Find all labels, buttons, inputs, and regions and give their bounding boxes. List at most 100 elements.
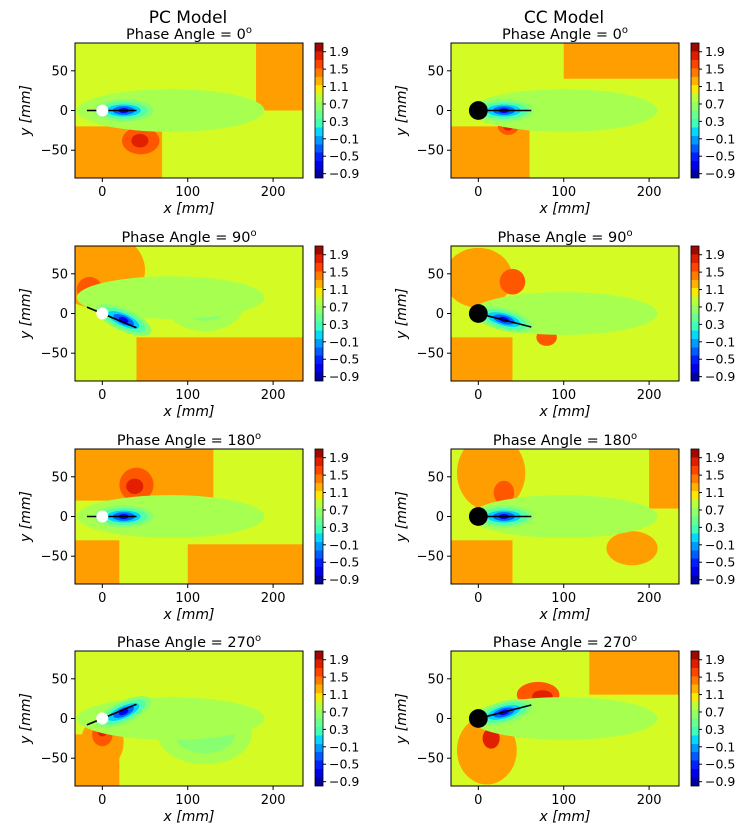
x-tick-label: 200 [637, 185, 662, 200]
y-tick-label: −50 [417, 347, 444, 362]
colorbar-tick-label: −0.9 [329, 369, 359, 384]
panel-title: Phase Angle = 270o [117, 633, 261, 651]
cylinder-marker [468, 304, 488, 323]
column-title-cc: CC Model [524, 8, 604, 28]
colorbar-tick-label: 0.7 [705, 299, 725, 314]
x-tick-label: 200 [637, 793, 662, 808]
x-tick-label: 0 [98, 591, 106, 606]
panel-pc-3: Phase Angle = 270o 0 100 200 50 0 −50 x [mm] y [… [18, 633, 359, 825]
y-tick-label: 0 [60, 307, 68, 322]
y-tick-label: 50 [51, 470, 68, 485]
x-axis-label: x [mm] [163, 607, 215, 623]
degree-mark: o [631, 633, 637, 644]
x-tick-label: 200 [261, 185, 286, 200]
y-axis-label: y [mm] [18, 288, 34, 340]
x-tick-label: 100 [175, 185, 200, 200]
y-tick-label: 0 [60, 104, 68, 119]
contour-blob [482, 728, 500, 749]
colorbar-tick-label: 1.5 [329, 468, 349, 483]
contour-field [451, 246, 679, 381]
colorbar [314, 245, 324, 382]
y-tick-label: −50 [41, 347, 68, 362]
y-tick-label: −50 [41, 550, 68, 565]
colorbar-tick-label: 0.3 [705, 114, 725, 129]
y-tick-label: 0 [60, 712, 68, 727]
colorbar-tick-label: 1.1 [705, 79, 725, 94]
colorbar [690, 650, 700, 787]
x-tick-label: 0 [474, 591, 482, 606]
x-tick-label: 0 [474, 185, 482, 200]
contour-region [451, 540, 513, 584]
panel-cc-3: Phase Angle = 270o 0 100 200 50 0 −50 x [mm] y [… [394, 633, 735, 825]
colorbar-tick-label: 0.7 [705, 704, 725, 719]
cylinder-marker [468, 101, 488, 120]
contour-region [451, 337, 513, 381]
x-tick-label: 100 [175, 793, 200, 808]
contour-region [563, 43, 679, 79]
y-tick-label: 50 [51, 64, 68, 79]
colorbar-tick-label: −0.1 [329, 537, 359, 552]
panel-title: Phase Angle = 180o [493, 431, 637, 449]
x-tick-label: 100 [175, 591, 200, 606]
degree-mark: o [255, 431, 261, 442]
y-tick-label: −50 [41, 752, 68, 767]
colorbar-tick-label: 0.7 [705, 502, 725, 517]
colorbar [314, 42, 324, 179]
y-axis-label: y [mm] [394, 491, 410, 543]
x-tick-label: 200 [637, 388, 662, 403]
colorbar-tick-label: 1.9 [329, 247, 349, 262]
colorbar-tick-label: 1.9 [705, 44, 725, 59]
panel-cc-0: Phase Angle = 0o 0 100 200 50 0 −50 x [mm] y [mm… [394, 25, 735, 217]
x-axis-label: x [mm] [539, 809, 591, 825]
contour-field [75, 43, 303, 178]
x-tick-label: 0 [474, 793, 482, 808]
x-tick-label: 100 [551, 793, 576, 808]
x-tick-label: 200 [261, 388, 286, 403]
y-axis-label: y [mm] [18, 491, 34, 543]
colorbar-tick-label: 1.9 [705, 652, 725, 667]
colorbar-tick-label: 1.5 [705, 670, 725, 685]
contour-field [451, 651, 679, 786]
wake-band [469, 495, 658, 538]
panel-cc-1: Phase Angle = 90o 0 100 200 50 0 −50 x [mm] y [m… [394, 228, 735, 420]
x-axis-label: x [mm] [163, 201, 215, 217]
contour-region [451, 126, 530, 178]
panel-pc-0: Phase Angle = 0o 0 100 200 50 0 −50 x [mm] y [mm… [18, 25, 359, 217]
contour-region [649, 449, 679, 509]
colorbar-tick-label: 1.9 [705, 450, 725, 465]
high-region [256, 43, 303, 111]
y-tick-label: 0 [60, 510, 68, 525]
colorbar-tick-label: 0.7 [705, 96, 725, 111]
flap-line [86, 703, 137, 726]
contour-blob [126, 478, 144, 495]
colorbar-tick-label: 0.3 [705, 520, 725, 535]
panel-title: Phase Angle = 180o [117, 431, 261, 449]
colorbar-tick-label: 0.7 [329, 704, 349, 719]
panel-cc-2: Phase Angle = 180o 0 100 200 50 0 −50 x [mm] y [… [394, 431, 735, 623]
colorbar-tick-label: 1.5 [705, 62, 725, 77]
y-tick-label: 0 [436, 307, 444, 322]
y-axis-label: y [mm] [394, 693, 410, 745]
colorbar-tick-label: −0.5 [329, 757, 359, 772]
colorbar-tick-label: −0.5 [329, 555, 359, 570]
panel-title: Phase Angle = 90o [497, 228, 632, 246]
contour-region [75, 540, 120, 584]
degree-mark: o [255, 633, 261, 644]
colorbar-tick-label: −0.1 [705, 334, 735, 349]
colorbar [314, 448, 324, 585]
colorbar-tick-label: 0.3 [329, 722, 349, 737]
colorbar-tick-label: −0.9 [705, 774, 735, 789]
y-tick-label: 50 [427, 470, 444, 485]
y-tick-label: 50 [51, 672, 68, 687]
y-tick-label: −50 [417, 144, 444, 159]
colorbar-tick-label: −0.5 [705, 555, 735, 570]
x-axis-label: x [mm] [539, 404, 591, 420]
colorbar-tick-label: 1.5 [705, 265, 725, 280]
x-axis-label: x [mm] [163, 404, 215, 420]
colorbar-tick-label: 0.7 [329, 502, 349, 517]
y-tick-label: −50 [417, 550, 444, 565]
contour-blob [131, 133, 149, 148]
contour-blob [451, 247, 513, 308]
cylinder-marker [468, 507, 488, 526]
x-tick-label: 0 [474, 388, 482, 403]
